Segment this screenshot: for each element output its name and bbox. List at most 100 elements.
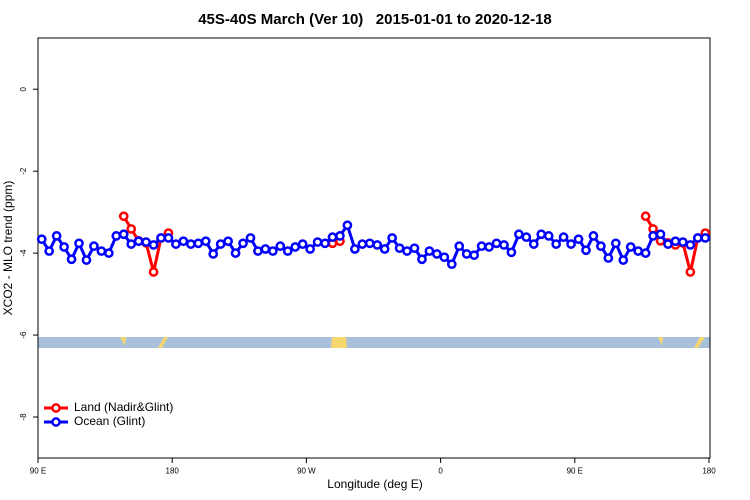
data-point bbox=[528, 239, 539, 249]
x-tick-label: 180 bbox=[702, 467, 716, 476]
data-point bbox=[185, 239, 196, 249]
data-point bbox=[118, 229, 129, 240]
data-point bbox=[640, 211, 651, 222]
data-point bbox=[491, 238, 502, 249]
land-mask-strip bbox=[38, 337, 710, 348]
data-point bbox=[133, 236, 144, 247]
data-point bbox=[603, 253, 614, 263]
data-point bbox=[260, 244, 271, 254]
data-point bbox=[402, 246, 412, 256]
legend-label: Land (Nadir&Glint) bbox=[74, 400, 173, 414]
data-point bbox=[670, 236, 681, 247]
data-point bbox=[536, 229, 547, 240]
data-point bbox=[312, 237, 323, 247]
data-point bbox=[409, 243, 420, 254]
data-point bbox=[573, 234, 584, 245]
data-point bbox=[581, 245, 591, 256]
x-tick-label: 90 W bbox=[297, 467, 316, 476]
data-point bbox=[36, 234, 47, 245]
data-point bbox=[89, 241, 99, 252]
data-point bbox=[51, 231, 62, 241]
data-point bbox=[521, 232, 532, 242]
data-point bbox=[424, 246, 435, 256]
data-point bbox=[253, 246, 263, 256]
data-point bbox=[59, 242, 69, 252]
data-point bbox=[700, 233, 711, 243]
data-point bbox=[200, 236, 211, 247]
data-point bbox=[432, 249, 442, 259]
y-tick-label: 0 bbox=[19, 86, 28, 91]
data-point bbox=[74, 238, 84, 249]
data-point bbox=[543, 231, 554, 241]
data-point bbox=[126, 239, 137, 249]
data-point bbox=[141, 237, 151, 247]
data-point bbox=[663, 239, 673, 249]
data-point bbox=[208, 249, 219, 259]
data-point bbox=[305, 244, 315, 254]
data-point bbox=[96, 246, 107, 256]
data-point bbox=[633, 246, 644, 256]
data-point bbox=[327, 232, 338, 242]
data-point bbox=[282, 246, 293, 256]
data-point bbox=[655, 229, 666, 240]
data-point bbox=[506, 247, 517, 258]
data-point bbox=[148, 240, 159, 250]
chart-title: 45S-40S March (Ver 10) 2015-01-01 to 202… bbox=[198, 11, 552, 28]
data-point bbox=[618, 255, 629, 265]
data-point bbox=[364, 238, 375, 249]
x-tick-label: 180 bbox=[166, 467, 180, 476]
legend-marker bbox=[51, 417, 61, 427]
data-point bbox=[551, 239, 562, 249]
data-point bbox=[44, 246, 55, 256]
data-point bbox=[297, 239, 308, 249]
data-point bbox=[379, 244, 390, 254]
data-point bbox=[178, 236, 189, 247]
data-point bbox=[215, 239, 226, 249]
data-point bbox=[596, 241, 606, 252]
data-point bbox=[103, 248, 114, 258]
data-point bbox=[111, 231, 122, 241]
data-point bbox=[648, 231, 658, 241]
data-point bbox=[625, 242, 636, 252]
x-tick-label: 0 bbox=[438, 467, 443, 476]
data-point bbox=[469, 250, 479, 261]
y-tick-label: -4 bbox=[19, 249, 28, 257]
y-tick-label: -2 bbox=[19, 167, 28, 175]
data-point bbox=[193, 238, 204, 249]
plot-frame bbox=[37, 37, 711, 459]
x-tick-label: 90 E bbox=[30, 467, 46, 476]
data-point bbox=[118, 211, 129, 222]
data-point bbox=[342, 220, 353, 231]
data-point bbox=[439, 252, 450, 263]
x-tick-label: 90 E bbox=[567, 467, 583, 476]
data-point bbox=[156, 233, 166, 243]
data-point bbox=[163, 233, 174, 243]
data-point bbox=[685, 240, 696, 250]
data-point bbox=[454, 241, 465, 252]
y-tick-label: -8 bbox=[19, 413, 28, 421]
legend-label: Ocean (Glint) bbox=[74, 414, 145, 428]
data-point bbox=[350, 244, 360, 254]
data-point bbox=[446, 259, 457, 270]
data-point bbox=[66, 254, 77, 265]
data-point bbox=[692, 233, 703, 243]
data-point bbox=[171, 239, 181, 249]
data-point bbox=[417, 254, 427, 265]
data-point bbox=[126, 224, 137, 234]
data-point bbox=[245, 233, 256, 243]
data-point bbox=[275, 241, 286, 252]
data-point bbox=[394, 243, 405, 254]
data-point bbox=[238, 238, 248, 249]
data-point bbox=[268, 246, 278, 256]
data-point bbox=[499, 240, 509, 250]
data-point bbox=[461, 249, 472, 259]
x-axis-label: Longitude (deg E) bbox=[327, 477, 422, 491]
data-point bbox=[566, 239, 576, 249]
data-point bbox=[320, 238, 330, 249]
data-point bbox=[230, 248, 241, 258]
data-point bbox=[148, 267, 159, 277]
data-point bbox=[514, 229, 524, 240]
data-point bbox=[558, 232, 569, 242]
y-axis-label: XCO2 - MLO trend (ppm) bbox=[1, 181, 15, 316]
